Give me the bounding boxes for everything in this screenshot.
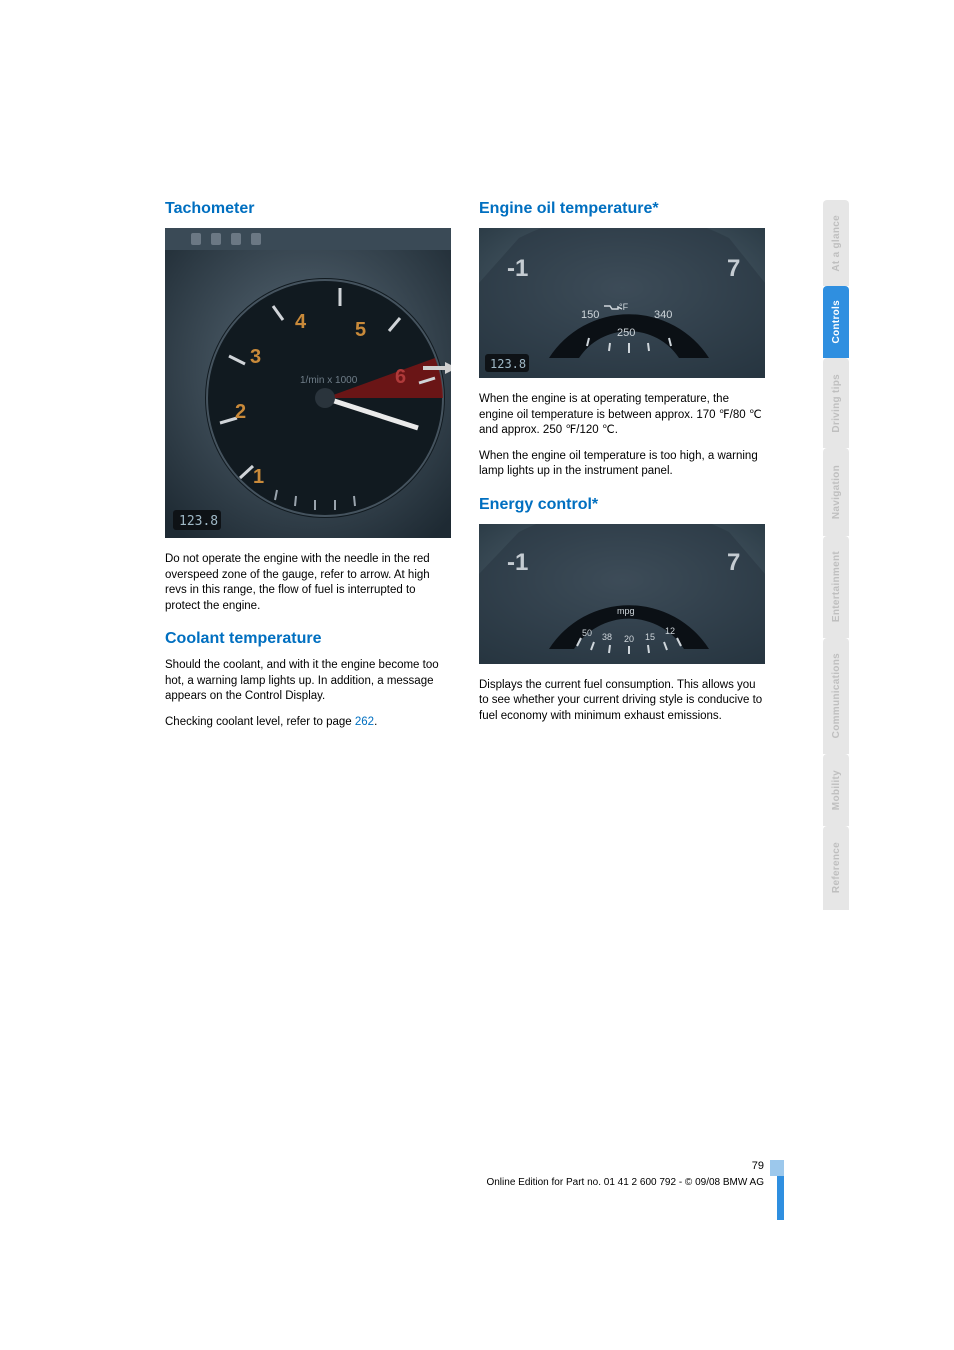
- coolant-ref-link[interactable]: 262: [355, 716, 374, 728]
- energy-left-big: -1: [507, 549, 528, 576]
- right-column: Engine oil temperature* 150 340 250: [479, 200, 765, 740]
- coolant-heading: Coolant temperature: [165, 630, 451, 648]
- energy-tick-1: 38: [602, 632, 612, 642]
- tab-navigation[interactable]: Navigation: [823, 448, 849, 536]
- tachometer-body: Do not operate the engine with the needl…: [165, 552, 451, 614]
- oil-unit: °F: [619, 302, 629, 312]
- tab-communications[interactable]: Communications: [823, 638, 849, 754]
- tab-reference[interactable]: Reference: [823, 826, 849, 910]
- tach-label-4: 4: [295, 311, 307, 333]
- energy-tick-2: 20: [624, 634, 634, 644]
- tach-label-1: 1: [253, 466, 264, 488]
- tab-controls[interactable]: Controls: [823, 286, 849, 358]
- tab-at-a-glance[interactable]: At a glance: [823, 200, 849, 286]
- tach-label-6: 6: [395, 366, 406, 388]
- energy-unit: mpg: [617, 606, 635, 616]
- tab-driving-tips[interactable]: Driving tips: [823, 358, 849, 448]
- oil-heading: Engine oil temperature*: [479, 200, 765, 218]
- tach-label-5: 5: [355, 319, 366, 341]
- tab-entertainment[interactable]: Entertainment: [823, 536, 849, 638]
- columns: Tachometer: [165, 200, 765, 740]
- energy-tick-3: 15: [645, 632, 655, 642]
- oil-body-1: When the engine is at operating temperat…: [479, 392, 765, 439]
- oil-right-tick: 340: [654, 309, 672, 321]
- energy-tick-0: 50: [582, 628, 592, 638]
- oil-body-2: When the engine oil temperature is too h…: [479, 449, 765, 480]
- coolant-ref: Checking coolant level, refer to page 26…: [165, 715, 451, 731]
- oil-left-tick: 150: [581, 309, 599, 321]
- tach-label-3: 3: [250, 346, 261, 368]
- footer-line: Online Edition for Part no. 01 41 2 600 …: [165, 1177, 764, 1188]
- tach-unit: 1/min x 1000: [300, 375, 358, 386]
- tachometer-heading: Tachometer: [165, 200, 451, 218]
- energy-gauge-image: mpg 50 38 20 15 12 -1: [479, 524, 765, 664]
- oil-gauge-image: 150 340 250 °F -1: [479, 228, 765, 378]
- oil-readout: 123.8: [490, 357, 526, 371]
- oil-left-big: -1: [507, 255, 528, 282]
- tab-mobility[interactable]: Mobility: [823, 754, 849, 826]
- energy-body: Displays the current fuel consumption. T…: [479, 678, 765, 725]
- energy-heading: Energy control*: [479, 496, 765, 514]
- left-column: Tachometer: [165, 200, 451, 740]
- page-marker: [770, 1160, 784, 1176]
- oil-mid: 250: [617, 327, 635, 339]
- coolant-body: Should the coolant, and with it the engi…: [165, 658, 451, 705]
- coolant-ref-suffix: .: [374, 716, 377, 728]
- page-number: 79: [752, 1160, 764, 1172]
- energy-tick-4: 12: [665, 626, 675, 636]
- page-content: Tachometer: [165, 200, 765, 740]
- oil-right-big: 7: [727, 255, 740, 282]
- tachometer-gauge-image: 1 2 3 4 5 6 1/min x 1000 123.8: [165, 228, 451, 538]
- energy-right-big: 7: [727, 549, 740, 576]
- page-marker-bar: [777, 1176, 784, 1220]
- coolant-ref-prefix: Checking coolant level, refer to page: [165, 716, 355, 728]
- tach-readout: 123.8: [179, 514, 218, 529]
- tach-label-2: 2: [235, 401, 246, 423]
- side-tabs: At a glance Controls Driving tips Naviga…: [823, 200, 849, 910]
